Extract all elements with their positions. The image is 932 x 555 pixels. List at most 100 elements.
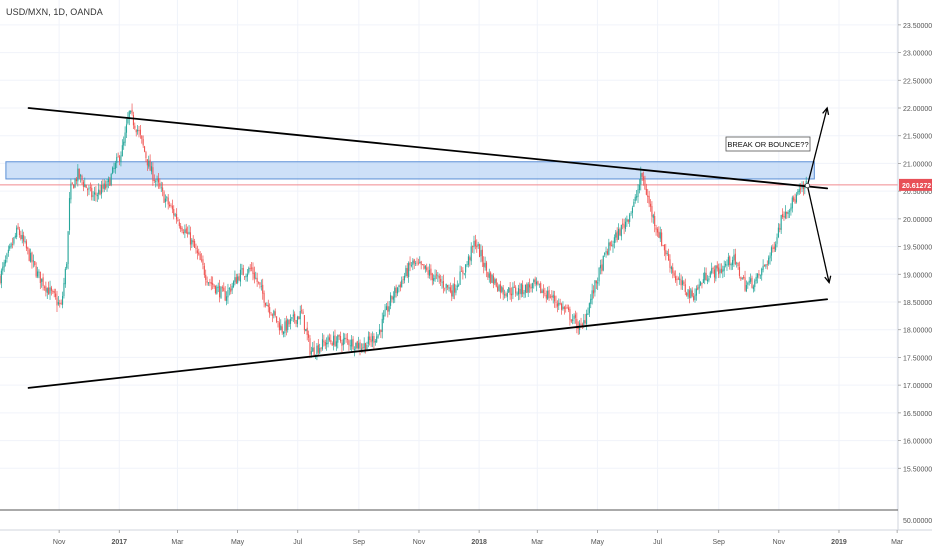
candle-body	[399, 284, 401, 288]
candle-body	[598, 267, 600, 282]
candle-body	[274, 311, 276, 316]
candle-body	[758, 273, 760, 276]
descending-trendline[interactable]	[27, 107, 829, 190]
candle-body	[164, 198, 166, 203]
candle-body	[463, 273, 465, 275]
breakdown-arrow[interactable]	[806, 185, 830, 283]
candle-body	[205, 274, 207, 281]
candle-body	[701, 283, 703, 285]
candle-body	[727, 256, 729, 266]
candle-body	[428, 269, 431, 276]
candle-body	[700, 281, 702, 286]
candle-body	[669, 259, 671, 268]
candle-body	[775, 244, 777, 251]
candle-body	[224, 291, 226, 301]
candle-body	[683, 281, 685, 285]
candle-body	[403, 276, 406, 281]
candle-body	[192, 240, 194, 243]
candle-body	[442, 281, 444, 288]
candle-body	[519, 288, 521, 294]
candle-body	[360, 348, 362, 350]
candle-body	[433, 278, 435, 281]
candle-body	[616, 231, 618, 241]
ascending-trendline[interactable]	[27, 298, 829, 389]
candle-body	[725, 263, 727, 266]
candle-body	[711, 268, 713, 274]
candle-body	[693, 296, 695, 301]
candle-body	[121, 145, 123, 157]
candle-body	[797, 191, 799, 195]
candle-body	[23, 235, 25, 242]
candle-body	[647, 195, 649, 197]
candle-body	[641, 172, 643, 177]
candle-body	[348, 340, 350, 346]
candle-body	[602, 255, 604, 271]
candle-body	[92, 195, 94, 197]
candle-body	[219, 285, 221, 298]
candle-body	[303, 315, 305, 331]
candle-body	[31, 252, 33, 263]
candle-body	[390, 295, 392, 306]
candle-body	[613, 237, 615, 244]
y-tick-label: 17.50000	[903, 355, 932, 362]
candle-body	[559, 303, 561, 305]
candle-body	[670, 267, 672, 270]
candle-body	[740, 276, 742, 280]
candle-body	[695, 288, 697, 296]
candle-body	[2, 266, 4, 271]
y-tick-label: 16.00000	[903, 439, 932, 446]
candle-body	[770, 247, 772, 256]
candle-body	[573, 315, 575, 319]
candle-body	[127, 117, 129, 124]
candle-body	[85, 184, 87, 189]
candle-body	[529, 284, 531, 288]
candle-body	[166, 197, 168, 199]
candle-body	[62, 296, 64, 305]
candle-body	[131, 109, 133, 114]
annotation-box[interactable]	[725, 136, 811, 152]
candle-body	[160, 187, 162, 189]
candle-body	[13, 237, 15, 244]
last-price-badge	[899, 178, 932, 191]
candle-body	[370, 339, 372, 343]
candle-body	[409, 261, 411, 266]
candle-body	[551, 296, 553, 298]
candle-body	[109, 179, 111, 186]
candle-body	[117, 156, 119, 158]
candle-body	[384, 309, 386, 316]
candle-body	[658, 231, 660, 238]
candle-body	[516, 293, 518, 295]
candle-body	[677, 278, 679, 280]
candle-body	[227, 290, 229, 298]
candle-body	[145, 152, 147, 158]
candle-body	[480, 250, 482, 257]
candle-body	[288, 320, 290, 325]
candle-body	[319, 348, 321, 354]
resistance-zone[interactable]	[5, 161, 815, 180]
candle-body	[67, 231, 69, 265]
candle-body	[59, 303, 61, 304]
candle-body	[30, 252, 32, 262]
candle-body	[113, 167, 115, 169]
candle-body	[662, 244, 664, 246]
candle-body	[228, 288, 230, 290]
candle-body	[606, 251, 608, 255]
candle-body	[74, 179, 76, 188]
candle-body	[492, 275, 494, 284]
y-tick-label: 20.00000	[903, 217, 932, 224]
x-tick-label: Sep	[353, 539, 366, 546]
candle-body	[456, 285, 458, 288]
drawings[interactable]: BREAK OR BOUNCE??	[27, 106, 832, 389]
candle-body	[257, 281, 260, 283]
candle-body	[203, 265, 205, 275]
candle-body	[784, 211, 786, 218]
candle-body	[91, 187, 93, 198]
breakout-arrow[interactable]	[806, 107, 828, 186]
candle-body	[601, 264, 603, 272]
candle-body	[410, 265, 412, 267]
candle-body	[694, 294, 696, 301]
candle-body	[702, 279, 704, 283]
x-tick-label: Sep	[712, 539, 725, 546]
